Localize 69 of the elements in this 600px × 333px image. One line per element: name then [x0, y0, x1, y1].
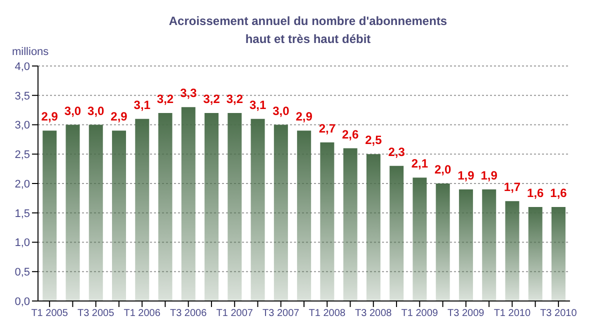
y-tick-label: 3,5: [14, 90, 30, 102]
data-label: 2,6: [342, 127, 359, 142]
data-label: 3,2: [226, 92, 244, 106]
data-label: 1,9: [480, 168, 498, 182]
x-tick-label: T3 2009: [448, 308, 485, 320]
data-label: 3,1: [249, 98, 266, 112]
data-label: 2,7: [318, 121, 336, 136]
bar: [528, 207, 542, 301]
x-tick-label: T1 2009: [401, 308, 438, 320]
x-tick-label: T1 2007: [216, 308, 254, 320]
bar: [297, 130, 312, 301]
x-tick-label: T1 2010: [494, 308, 531, 320]
data-label: 1,6: [550, 186, 568, 200]
bar: [320, 142, 334, 301]
x-tick-label: T3 2006: [170, 308, 208, 320]
data-label: 2,3: [388, 144, 406, 159]
bar: [412, 178, 427, 301]
y-tick-label: 0,0: [14, 296, 30, 308]
x-tick-label: T1 2008: [308, 308, 346, 320]
bar: [436, 184, 450, 301]
bar: [551, 207, 566, 301]
data-label: 3,0: [88, 104, 105, 118]
x-tick-label: T3 2007: [262, 308, 300, 320]
chart-title: Acroissement annuel du nombre d'abonnements haut et très haut débit: [168, 13, 448, 48]
bar: [250, 118, 265, 301]
data-label: 1,9: [458, 168, 475, 182]
y-axis-title: millions: [12, 46, 49, 58]
y-tick-label: 0,5: [14, 266, 30, 279]
bar: [158, 113, 172, 301]
bar: [366, 154, 380, 301]
y-tick-label: 2,0: [14, 178, 30, 190]
x-tick-label: T3 2010: [540, 308, 578, 320]
x-tick-label: T3 2008: [355, 308, 392, 320]
bar: [181, 107, 196, 301]
y-tick-label: 2,5: [14, 149, 30, 162]
data-label: 1,7: [504, 180, 521, 194]
bar: [228, 113, 242, 301]
data-label: 2,9: [110, 110, 128, 124]
y-tick-label: 4,0: [14, 60, 30, 73]
bar: [390, 166, 404, 301]
x-tick-label: T1 2006: [124, 308, 161, 320]
data-label: 3,2: [203, 92, 220, 106]
y-tick-label: 3,0: [14, 120, 30, 132]
data-label: 3,2: [156, 92, 174, 106]
data-label: 2,5: [365, 133, 382, 148]
y-tick-label: 1,0: [14, 237, 30, 250]
data-label: 2,0: [434, 162, 452, 176]
x-tick-label: T1 2005: [31, 308, 68, 320]
bar: [458, 189, 473, 301]
x-tick-label: T3 2005: [77, 308, 115, 320]
bar: [66, 124, 80, 301]
data-label: 2,1: [411, 156, 428, 171]
bar: [42, 130, 57, 301]
bar: [135, 118, 150, 301]
data-label: 3,1: [134, 98, 151, 112]
data-label: 3,3: [180, 86, 198, 100]
bar: [88, 124, 103, 301]
data-label: 1,6: [527, 186, 544, 200]
data-label: 2,9: [296, 110, 313, 124]
bar: [505, 201, 520, 301]
data-label: 2,9: [41, 110, 58, 124]
bar: [112, 130, 126, 301]
bar: [274, 124, 288, 301]
bar: [204, 113, 219, 301]
y-tick-label: 1,5: [14, 208, 30, 220]
data-label: 3,0: [272, 104, 290, 118]
data-label: 3,0: [64, 104, 82, 118]
bar: [482, 189, 496, 301]
bar: [343, 148, 358, 301]
